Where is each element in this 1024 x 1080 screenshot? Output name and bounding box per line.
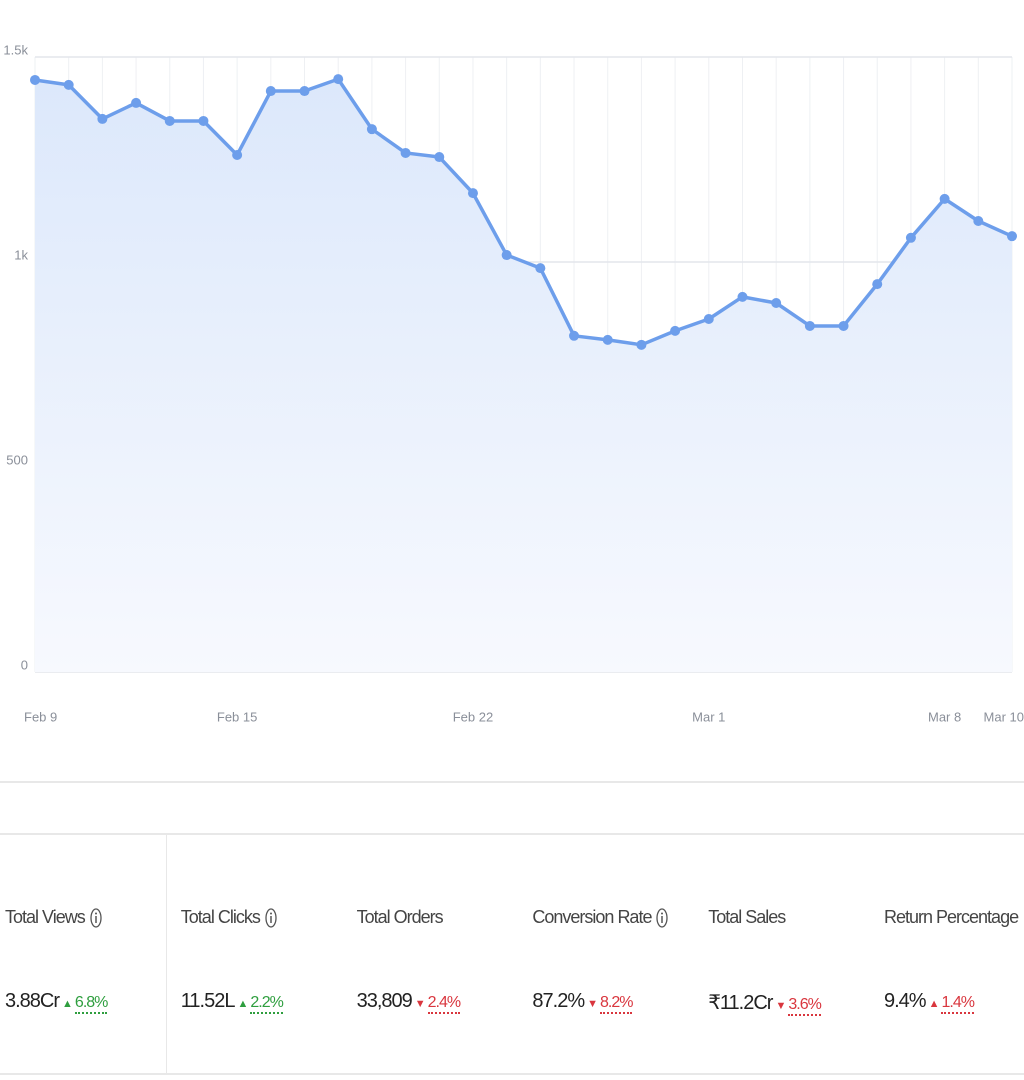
kpi-label-text: Total Orders	[356, 907, 444, 927]
kpi-arrow: ▼	[775, 1000, 786, 1012]
point	[232, 149, 243, 160]
kpi: Total Orders 33,809 ▼ 2.4%	[357, 835, 527, 1075]
kpi: Total Sales ₹11.2Cr ▼ 3.6%	[708, 835, 878, 1075]
kpi: Total Clicks 11.52L ▲ 2.2%	[181, 835, 351, 1075]
point	[703, 313, 714, 324]
kpi-panel: Total Views 3.88Cr ▲ 6.8% Total Clicks 11.52L…	[0, 833, 1024, 1075]
chart: 0 500 1k 1.5k Feb 9 Feb 15 Feb 22 Mar 1 Mar 8 Mar…	[3, 42, 1024, 724]
point	[1007, 231, 1017, 242]
kpi-label-text: Return Percentage	[884, 907, 1019, 927]
x-tick-label: Mar 8	[928, 709, 961, 724]
kpi-arrow: ▲	[62, 998, 73, 1010]
info-icon[interactable]	[265, 907, 277, 928]
kpi-value-text: 11.52L	[180, 990, 236, 1012]
point	[434, 152, 445, 163]
kpi-value: 11.52L ▲ 2.2%	[180, 990, 284, 1014]
point	[265, 86, 276, 97]
kpi-label: Total Sales	[708, 907, 786, 928]
kpi-value-text: ₹11.2Cr	[708, 992, 773, 1014]
separator	[0, 781, 1024, 783]
kpi-arrow: ▲	[928, 998, 940, 1010]
kpi-label-text: Total Sales	[708, 907, 786, 927]
kpi-value-text: 9.4%	[884, 990, 927, 1012]
kpi-label-text: Conversion Rate	[532, 907, 652, 927]
point	[973, 216, 984, 226]
y-tick-label: 1.5k	[3, 42, 28, 57]
x-tick-label: Mar 1	[692, 709, 725, 724]
kpi-arrow: ▼	[587, 998, 598, 1010]
point	[63, 79, 74, 90]
y-tick-label: 0	[21, 657, 28, 672]
kpi-value: 87.2% ▼ 8.2%	[532, 990, 633, 1014]
kpi-label: Return Percentage	[884, 907, 1019, 928]
kpi-change: 2.4%	[427, 994, 461, 1014]
point	[771, 298, 782, 308]
point	[366, 124, 377, 135]
kpi-label: Total Orders	[356, 907, 444, 928]
point	[804, 320, 815, 331]
point	[670, 325, 681, 336]
kpi-value-text: 3.88Cr	[5, 990, 60, 1012]
point	[872, 279, 883, 290]
point	[400, 147, 411, 158]
info-icon[interactable]	[656, 907, 669, 928]
point	[198, 115, 209, 126]
point	[333, 74, 344, 85]
kpi-change: 3.6%	[788, 996, 822, 1016]
kpi-value: ₹11.2Cr ▼ 3.6%	[708, 990, 822, 1016]
point	[131, 97, 142, 108]
point	[737, 291, 748, 302]
point	[905, 232, 916, 243]
kpi-label: Conversion Rate	[532, 907, 669, 928]
kpi-change: 8.2%	[600, 994, 633, 1014]
kpi-label-text: Total Clicks	[180, 907, 261, 927]
kpi: Return Percentage 9.4% ▲ 1.4%	[884, 835, 1024, 1075]
kpi-arrow: ▲	[237, 998, 248, 1010]
divider	[166, 835, 167, 1075]
point	[939, 193, 950, 204]
kpi: Conversion Rate 87.2% ▼ 8.2%	[532, 835, 702, 1075]
kpi-change: 6.8%	[74, 994, 108, 1014]
line	[34, 77, 1013, 347]
kpi-label: Total Clicks	[181, 907, 277, 928]
y-tick-label: 1k	[14, 247, 28, 262]
point	[97, 113, 108, 124]
point	[636, 339, 647, 350]
point	[535, 263, 546, 274]
x-tick-label: Feb 22	[453, 709, 493, 724]
kpi-value: 3.88Cr ▲ 6.8%	[5, 990, 108, 1014]
area	[35, 79, 1012, 672]
x-tick-label: Mar 10	[984, 709, 1024, 724]
kpi-change: 1.4%	[941, 994, 975, 1014]
point	[467, 188, 478, 199]
kpi-value: 33,809 ▼ 2.4%	[357, 990, 461, 1014]
point	[30, 74, 40, 85]
point	[838, 320, 849, 331]
y-tick-label: 500	[6, 452, 28, 467]
kpi-label: Total Views	[5, 907, 102, 928]
x-tick-label: Feb 15	[217, 709, 257, 724]
kpi: Total Views 3.88Cr ▲ 6.8%	[5, 835, 175, 1075]
point	[164, 115, 175, 126]
point	[602, 334, 613, 345]
x-tick-label: Feb 9	[24, 709, 57, 724]
kpi-change: 2.2%	[250, 994, 284, 1014]
kpi-arrow: ▼	[414, 998, 426, 1010]
point	[569, 330, 580, 341]
kpi-value-text: 33,809	[356, 990, 413, 1012]
point	[501, 250, 512, 261]
kpi-value: 9.4% ▲ 1.4%	[884, 990, 975, 1014]
kpi-value-text: 87.2%	[532, 990, 585, 1012]
info-icon[interactable]	[90, 907, 102, 928]
point	[299, 86, 310, 97]
kpi-label-text: Total Views	[5, 907, 86, 927]
